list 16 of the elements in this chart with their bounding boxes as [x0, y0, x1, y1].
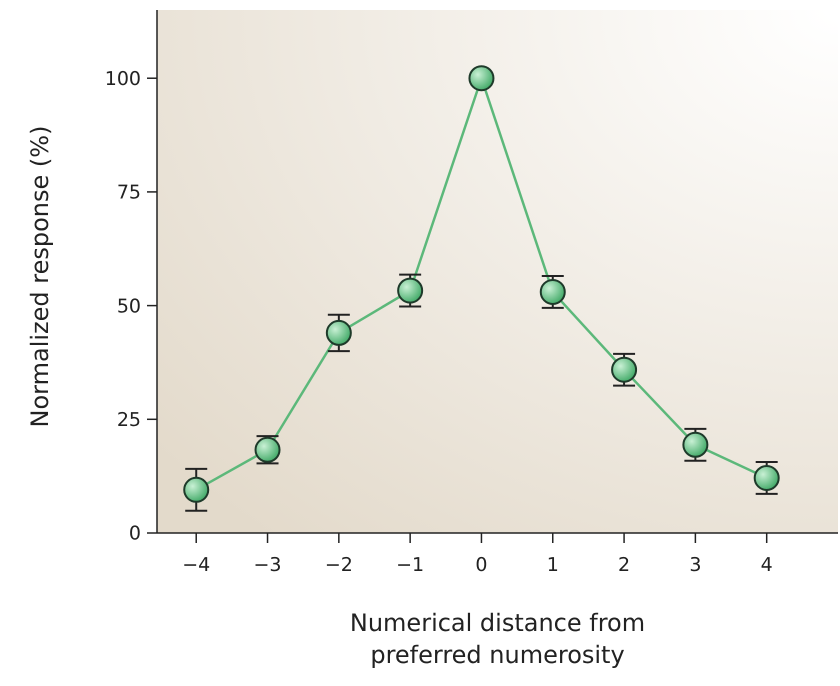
x-tick-label: 1: [546, 554, 559, 576]
x-tick-label: 3: [689, 554, 702, 576]
x-tick-label: 4: [760, 554, 773, 576]
x-tick-label: −1: [396, 554, 424, 576]
x-tick-label: 2: [618, 554, 630, 576]
x-tick-label: −2: [324, 554, 353, 576]
x-tick-label: 0: [475, 554, 488, 576]
y-axis-title: Normalized response (%): [26, 126, 54, 428]
y-tick-label: 25: [116, 408, 141, 431]
x-tick-label: −3: [254, 554, 282, 576]
y-tick-label: 100: [104, 68, 141, 90]
y-tick-label: 0: [128, 522, 141, 545]
x-axis-title: Numerical distance from preferred numerosity: [350, 609, 646, 669]
x-tick-label: −4: [182, 554, 210, 576]
y-tick-label: 50: [116, 295, 141, 318]
y-tick-label: 75: [116, 182, 141, 204]
